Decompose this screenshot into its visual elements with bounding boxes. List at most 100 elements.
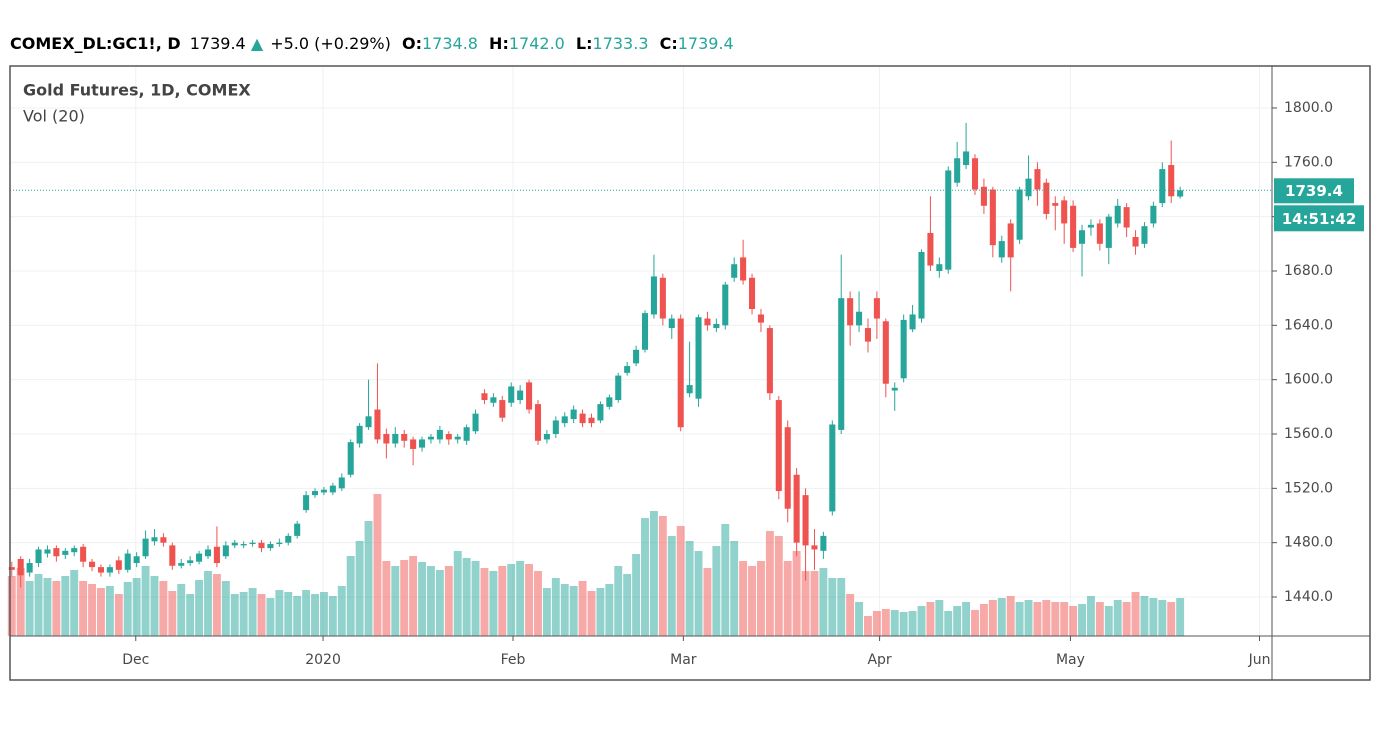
volume-bar [7,576,16,636]
candle-body [285,535,292,543]
volume-bar [355,541,364,636]
candle-body [606,397,613,407]
volume-bar [667,536,676,636]
candle-body [1132,237,1139,247]
volume-bar [979,604,988,636]
volume-bar [79,581,88,636]
candle-body [320,489,327,493]
volume-bar [328,596,337,636]
ohlc-value: 1739.4 [678,34,734,53]
candle-body [704,318,711,326]
volume-bar [1167,602,1176,636]
candle-body [499,400,506,418]
candle-body [740,257,747,281]
change: +5.0 (+0.29%) [270,34,391,53]
y-tick-label: 1760.0 [1284,154,1333,170]
candle-body [8,567,15,570]
candle-body [1141,226,1148,244]
volume-bar [890,610,899,636]
ohlc-label: H: [489,34,509,53]
volume-bar [364,521,373,636]
volume-bar [114,594,123,636]
volume-bar [783,561,792,636]
candle-body [267,544,274,549]
volume-bar [337,586,346,636]
candle-body [936,264,943,271]
candle-body [329,485,336,493]
candle-body [383,434,390,444]
volume-bar [765,531,774,636]
candle-body [508,386,515,403]
ohlc-label: L: [576,34,593,53]
candle-body [989,189,996,246]
candle-body [873,298,880,319]
candle-body [204,549,212,557]
volume-bar [962,602,971,636]
volume-bar [614,566,623,636]
volume-bar [409,556,418,636]
volume-bar [453,551,462,636]
volume-bar [239,592,248,636]
volume-bar [926,602,935,636]
volume-bar [971,610,979,636]
candle-body [534,404,542,441]
volume-bar [400,560,409,636]
candle-body [490,397,497,403]
candle-body [980,186,987,206]
ohlc-value: 1742.0 [509,34,565,53]
volume-bar [712,546,721,636]
candle-body [811,545,818,550]
candle-body [106,567,113,573]
candle-body [53,548,60,557]
candle-body [1052,203,1059,206]
volume-bar [52,581,61,636]
candle-body [954,158,961,183]
volume-bar [1024,600,1033,636]
volume-bar [1069,606,1078,636]
volume-bar [774,536,783,636]
volume-label: Vol (20) [23,107,85,126]
volume-bar [302,590,311,636]
candle-body [882,321,889,384]
x-tick-label: Feb [501,652,526,668]
candle-body [196,553,203,562]
volume-bar [16,568,25,636]
volume-pane [7,494,1185,636]
volume-bar [872,611,881,636]
candle-body [1123,207,1130,228]
volume-bar [828,578,837,636]
volume-bar [221,581,230,636]
candle-body [178,563,185,566]
volume-bar [34,574,43,636]
volume-bar [427,566,435,636]
volume-bar [177,584,186,636]
volume-bar [542,588,551,636]
candle-body [133,556,140,564]
candle-body [89,561,96,568]
volume-bar [694,551,703,636]
volume-bar [525,564,534,636]
candle-body [17,558,24,576]
volume-bar [632,554,641,636]
volume-bar [953,606,962,636]
candle-body [918,251,925,319]
volume-bar [391,566,400,636]
candle-body [998,241,1005,258]
candle-body [579,413,586,424]
x-tick-label: Mar [670,652,697,668]
candle-body [963,151,970,166]
candle-body [35,549,42,564]
volume-bar [1042,600,1051,636]
y-tick-label: 1640.0 [1284,317,1333,333]
volume-bar [792,551,801,636]
candle-body [552,420,559,435]
candle-body [900,319,907,379]
candle-body [1025,178,1032,197]
volume-bar [311,594,319,636]
candle-body [401,434,408,441]
volume-bar [551,578,560,636]
candle-body [1096,223,1103,244]
volume-bar [649,511,658,636]
volume-bar [935,600,944,636]
volume-bar [480,568,489,636]
